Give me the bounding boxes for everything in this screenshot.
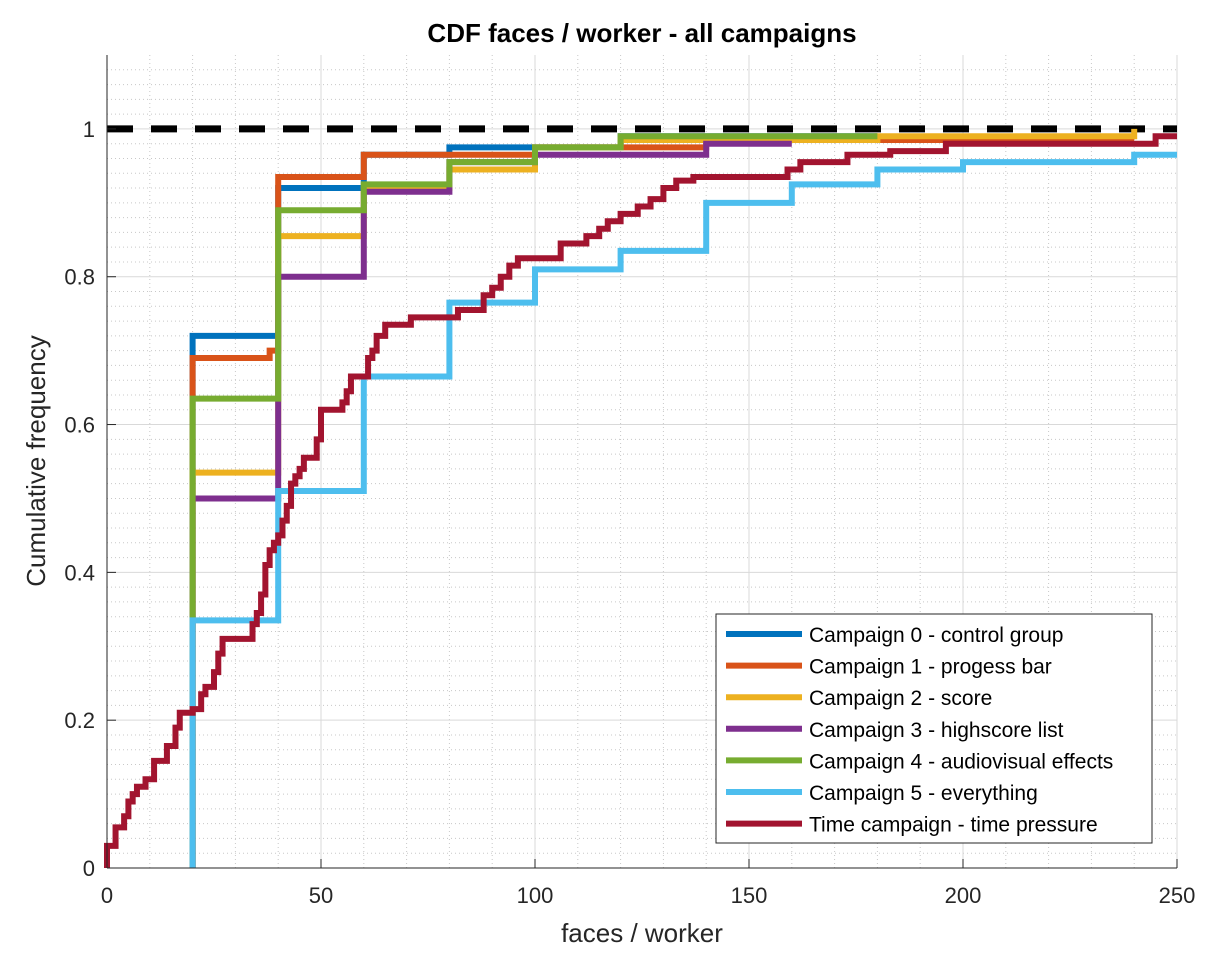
series-line-6 [104,133,1177,868]
legend-label: Campaign 2 - score [809,687,992,710]
series-line-4 [189,133,878,868]
x-tick-label: 50 [309,883,333,908]
y-tick-label: 0.8 [64,265,95,290]
legend-label: Campaign 4 - audiovisual effects [809,750,1113,773]
x-tick-label: 200 [945,883,982,908]
axes [106,55,1178,869]
x-tick-labels: 0 50 100 150 200 250 [101,883,1195,908]
y-tick-label: 1 [83,117,95,142]
legend-label: Campaign 3 - highscore list [809,719,1064,742]
y-tick-label: 0.4 [64,560,95,585]
legend-label: Campaign 5 - everything [809,782,1038,805]
legend: Campaign 0 - control group Campaign 1 - p… [715,613,1153,844]
legend-label: Campaign 1 - progess bar [809,656,1052,679]
x-tick-label: 250 [1159,883,1196,908]
y-tick-label: 0.6 [64,413,95,438]
x-tick-label: 100 [517,883,554,908]
x-axis-label: faces / worker [561,918,723,948]
legend-label: Time campaign - time pressure [809,814,1098,837]
chart-title: CDF faces / worker - all campaigns [427,18,856,48]
x-tick-label: 0 [101,883,113,908]
y-tick-labels: 0 0.2 0.4 0.6 0.8 1 [64,117,95,881]
legend-label: Campaign 0 - control group [809,624,1063,647]
legend-items: Campaign 0 - control group Campaign 1 - p… [726,624,1113,837]
x-tick-label: 150 [731,883,768,908]
y-tick-label: 0 [83,856,95,881]
series-lines [104,128,1177,868]
series-line-5 [189,151,1177,868]
y-tick-label: 0.2 [64,708,95,733]
y-axis-label: Cumulative frequency [21,335,51,586]
